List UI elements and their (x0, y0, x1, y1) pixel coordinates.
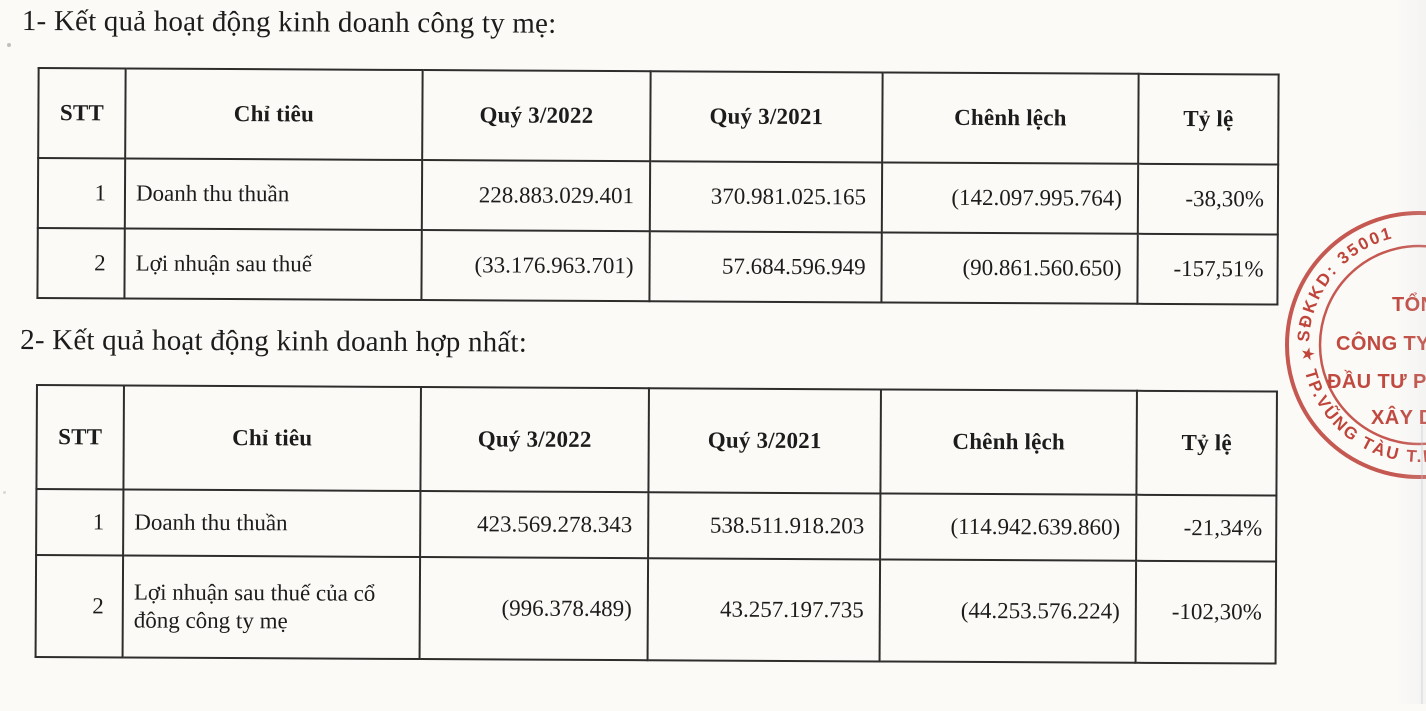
col-header-chi-tieu: Chỉ tiêu (125, 68, 423, 161)
row-index: 1 (37, 158, 126, 229)
value-q3-2022: (996.378.489) (419, 557, 649, 661)
col-header-q3-2021: Quý 3/2021 (650, 71, 883, 163)
section-2-heading: 2- Kết quả hoạt động kinh doanh hợp nhất… (20, 323, 528, 359)
col-header-q3-2021: Quý 3/2021 (648, 388, 881, 494)
col-header-chi-tieu: Chỉ tiêu (123, 385, 421, 492)
seal-center-line-3: ĐẦU TƯ PHÁ (1327, 370, 1426, 393)
row-index: 2 (35, 555, 124, 658)
seal-registration-arc-text: SĐKKD: 35001 (1294, 223, 1395, 342)
seal-center-line-2: CÔNG TY C (1336, 331, 1426, 355)
value-q3-2021: 538.511.918.203 (648, 492, 881, 560)
section-1-heading: 1- Kết quả hoạt động kinh doanh công ty … (21, 4, 557, 40)
table-row: 1 Doanh thu thuần 228.883.029.401 370.98… (37, 158, 1279, 235)
col-header-q3-2022: Quý 3/2022 (422, 70, 651, 162)
seal-center-line-1: TỔN (1392, 292, 1426, 316)
document-content: 1- Kết quả hoạt động kinh doanh công ty … (20, 4, 1279, 664)
row-index: 2 (37, 228, 125, 299)
table-header-row: STT Chỉ tiêu Quý 3/2022 Quý 3/2021 Chênh… (36, 385, 1277, 496)
paper-speck (3, 491, 6, 494)
value-q3-2022: 423.569.278.343 (420, 491, 649, 559)
table-header-row: STT Chỉ tiêu Quý 3/2022 Quý 3/2021 Chênh… (38, 68, 1279, 165)
scan-edge-artifact (1421, 425, 1423, 704)
value-ty-le: -102,30% (1135, 560, 1277, 664)
value-chenh-lech: (90.861.560.650) (881, 232, 1138, 304)
col-header-chenh-lech: Chênh lệch (882, 72, 1139, 164)
value-q3-2021: 370.981.025.165 (649, 161, 883, 233)
value-chenh-lech: (114.942.639.860) (880, 493, 1137, 561)
seal-circles (1285, 211, 1426, 479)
value-chenh-lech: (142.097.995.764) (881, 162, 1139, 234)
row-label: Lợi nhuận sau thuế của cổ đông công ty m… (122, 555, 421, 660)
value-q3-2022: 228.883.029.401 (421, 160, 651, 232)
col-header-stt: STT (36, 385, 124, 490)
seal-city-arc-text: ★ TP.VŨNG TÀU T.BÀ R (1298, 346, 1426, 466)
parent-company-results-table: STT Chỉ tiêu Quý 3/2022 Quý 3/2021 Chênh… (36, 67, 1279, 305)
value-chenh-lech: (44.253.576.224) (879, 559, 1137, 663)
row-label: Doanh thu thuần (124, 158, 423, 231)
seal-center-line-4: XÂY D (1371, 405, 1426, 429)
value-q3-2022: (33.176.963.701) (421, 230, 650, 302)
row-label: Doanh thu thuần (123, 489, 421, 558)
company-seal-stamp: SĐKKD: 35001 ★ TP.VŨNG TÀU T.BÀ R TỔN CÔ… (1285, 211, 1426, 479)
row-label: Lợi nhuận sau thuế (124, 228, 422, 301)
table-row: 1 Doanh thu thuần 423.569.278.343 538.51… (36, 489, 1277, 562)
value-q3-2021: 43.257.197.735 (647, 558, 881, 662)
value-q3-2021: 57.684.596.949 (649, 231, 882, 303)
row-index: 1 (36, 489, 124, 556)
consolidated-results-table: STT Chỉ tiêu Quý 3/2022 Quý 3/2021 Chênh… (35, 384, 1278, 664)
col-header-stt: STT (38, 68, 126, 159)
col-header-ty-le: Tỷ lệ (1138, 73, 1279, 165)
table-row: 2 Lợi nhuận sau thuế (33.176.963.701) 57… (37, 228, 1278, 305)
paper-speck (7, 43, 11, 47)
col-header-chenh-lech: Chênh lệch (880, 389, 1137, 495)
table-row: 2 Lợi nhuận sau thuế của cổ đông công ty… (35, 555, 1277, 664)
col-header-q3-2022: Quý 3/2022 (420, 387, 649, 493)
